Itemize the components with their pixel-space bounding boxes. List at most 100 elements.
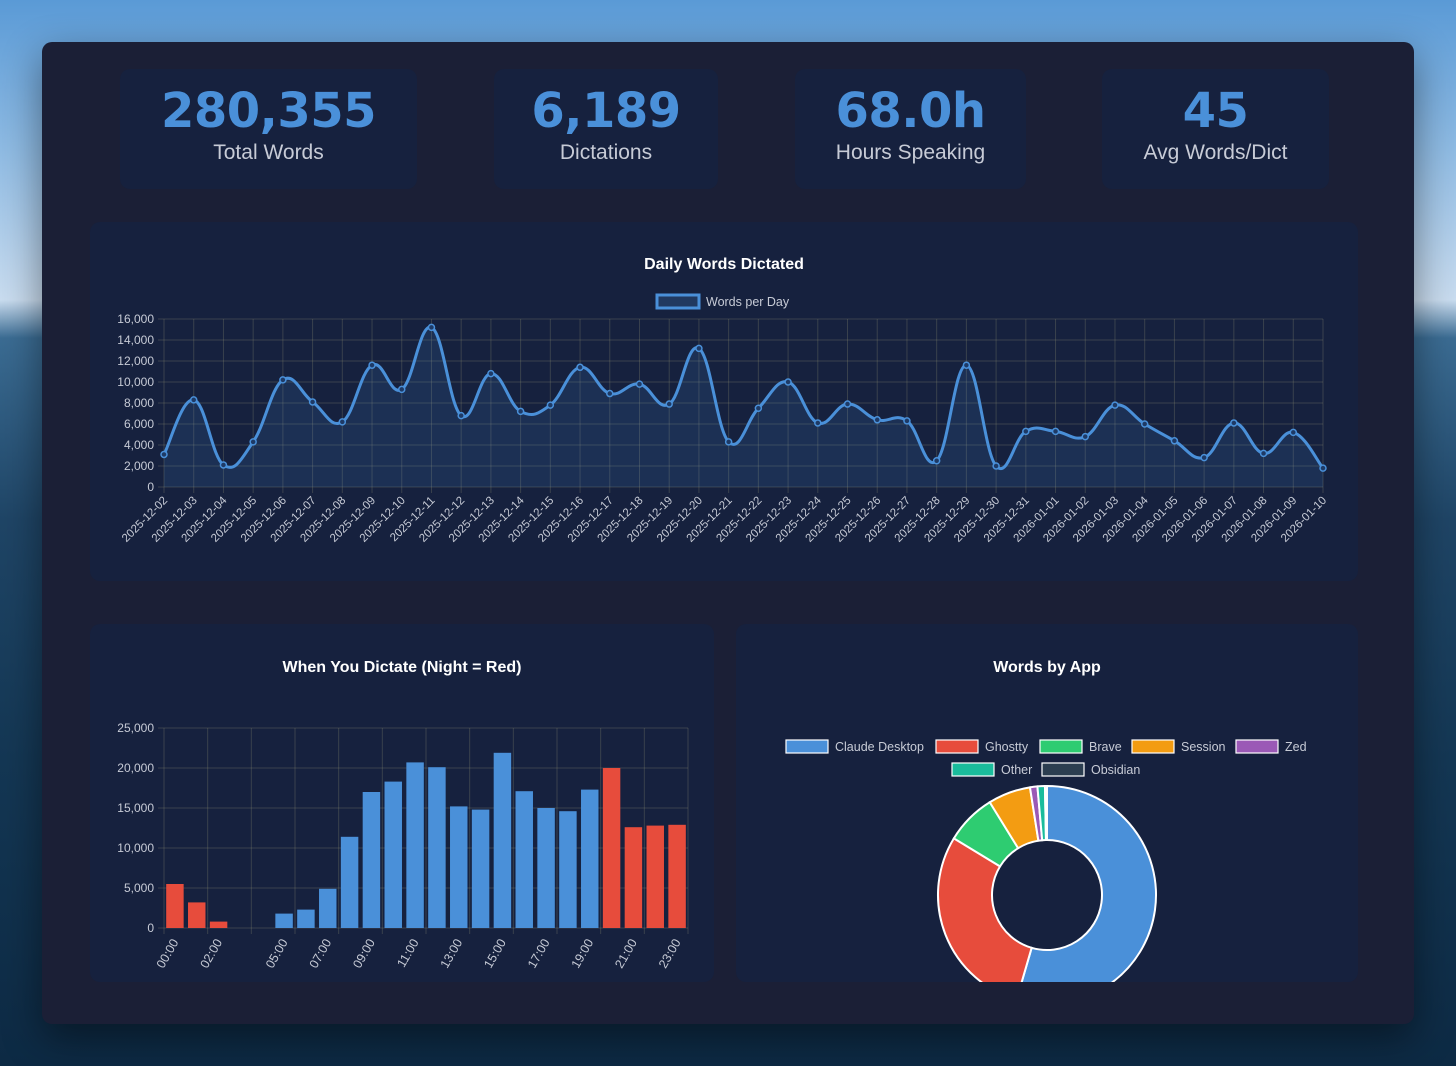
bar-hour-0200[interactable] <box>209 921 228 928</box>
y-tick-label: 4,000 <box>124 438 154 452</box>
bar-hour-0500[interactable] <box>275 913 293 928</box>
data-point[interactable] <box>338 418 347 426</box>
bar-hour-0700[interactable] <box>319 888 337 928</box>
data-point[interactable] <box>1051 427 1060 436</box>
bar-hour-1400[interactable] <box>471 809 490 928</box>
legend-label[interactable]: Brave <box>1089 740 1122 754</box>
data-point[interactable] <box>189 396 198 404</box>
bar-hour-1900[interactable] <box>581 789 599 928</box>
data-point[interactable] <box>903 417 911 425</box>
y-tick-label: 2,000 <box>124 459 154 473</box>
data-point[interactable] <box>606 389 614 398</box>
legend-swatch[interactable] <box>1041 762 1085 777</box>
x-tick-label: 17:00 <box>525 936 553 970</box>
data-point[interactable] <box>992 462 1000 470</box>
data-point[interactable] <box>1111 401 1119 409</box>
bar-hour-0800[interactable] <box>340 836 359 928</box>
data-point[interactable] <box>308 398 317 406</box>
data-point[interactable] <box>843 400 852 408</box>
bar-hour-1500[interactable] <box>493 752 512 928</box>
data-point[interactable] <box>1259 449 1268 458</box>
data-point[interactable] <box>1081 432 1090 441</box>
x-tick-label: 07:00 <box>307 936 335 970</box>
data-point[interactable] <box>487 369 495 378</box>
chart-title: Daily Words Dictated <box>644 256 804 273</box>
bar-hour-1800[interactable] <box>559 811 577 928</box>
legend-label[interactable]: Words per Day <box>706 295 790 309</box>
bar-hour-0600[interactable] <box>297 909 315 928</box>
bar-hour-0900[interactable] <box>362 792 381 928</box>
data-point[interactable] <box>219 461 228 469</box>
y-tick-label: 20,000 <box>117 761 154 775</box>
legend-swatch[interactable] <box>1131 739 1175 754</box>
bar-hour-0100[interactable] <box>188 902 206 928</box>
data-point[interactable] <box>279 376 287 384</box>
data-point[interactable] <box>635 380 644 388</box>
legend-swatch[interactable] <box>785 739 829 754</box>
data-point[interactable] <box>1289 428 1298 437</box>
bar-hour-2100[interactable] <box>624 827 643 928</box>
bar-hour-1700[interactable] <box>537 808 555 928</box>
data-point[interactable] <box>873 416 881 424</box>
legend-label[interactable]: Ghostty <box>985 740 1029 754</box>
data-point[interactable] <box>1319 464 1327 472</box>
hourly-card: When You Dictate (Night = Red) 0 5,000 10,… <box>90 624 714 982</box>
data-point[interactable] <box>249 438 257 446</box>
bar-hour-2200[interactable] <box>646 825 664 928</box>
slice-ghostty[interactable] <box>937 836 1033 1001</box>
data-point[interactable] <box>1022 427 1030 436</box>
legend-swatch[interactable] <box>951 762 995 777</box>
bar-hour-1000[interactable] <box>384 781 402 928</box>
bar-hour-2000[interactable] <box>602 768 621 928</box>
legend-swatch[interactable] <box>935 739 979 754</box>
stat-label: Hours Speaking <box>835 141 986 164</box>
data-point[interactable] <box>1230 419 1238 427</box>
data-point[interactable] <box>814 419 822 427</box>
data-point[interactable] <box>457 411 465 420</box>
data-point[interactable] <box>368 361 376 369</box>
data-point[interactable] <box>695 344 703 353</box>
legend-label[interactable]: Zed <box>1285 740 1307 754</box>
y-tick-label: 10,000 <box>117 841 154 855</box>
data-point[interactable] <box>160 450 168 459</box>
bar-hour-1100[interactable] <box>406 762 424 928</box>
legend-label[interactable]: Other <box>1001 763 1032 777</box>
slice-obsidian[interactable] <box>1043 784 1048 842</box>
hourly-chart: When You Dictate (Night = Red) 0 5,000 10,… <box>117 659 689 971</box>
data-point[interactable] <box>932 457 941 465</box>
legend-label[interactable]: Obsidian <box>1091 763 1140 777</box>
data-point[interactable] <box>546 401 555 409</box>
data-point[interactable] <box>962 361 971 369</box>
data-point[interactable] <box>784 378 792 386</box>
legend-swatch[interactable] <box>1235 739 1279 754</box>
stat-label: Total Words <box>213 141 324 164</box>
data-point[interactable] <box>1170 437 1179 445</box>
bar-hour-1200[interactable] <box>428 767 446 928</box>
data-point[interactable] <box>665 400 673 408</box>
bar-hour-1600[interactable] <box>515 791 533 928</box>
legend-swatch[interactable] <box>1039 739 1083 754</box>
stat-label: Dictations <box>559 141 653 164</box>
data-point[interactable] <box>576 363 584 372</box>
y-tick-label: 8,000 <box>124 396 154 410</box>
legend-swatch[interactable] <box>655 293 701 310</box>
bar-hour-0000[interactable] <box>166 884 184 928</box>
x-tick-label: 05:00 <box>263 936 291 970</box>
data-point[interactable] <box>1200 453 1208 462</box>
legend-label[interactable]: Claude Desktop <box>835 740 924 754</box>
data-point[interactable] <box>1140 420 1149 428</box>
bar-hour-2300[interactable] <box>668 824 686 928</box>
data-point[interactable] <box>516 407 525 416</box>
legend-label[interactable]: Session <box>1181 740 1226 754</box>
data-point[interactable] <box>397 385 406 394</box>
x-tick-label: 23:00 <box>656 936 684 970</box>
bar-hour-1300[interactable] <box>450 806 468 928</box>
data-point[interactable] <box>724 438 733 446</box>
data-point[interactable] <box>754 404 763 412</box>
stat-value: 45 <box>1182 83 1249 139</box>
data-point[interactable] <box>427 323 436 332</box>
dashboard-window: 280,355 Total Words 6,189 Dictations 68.… <box>42 42 1414 1024</box>
x-tick-label: 09:00 <box>350 936 378 970</box>
y-tick-label: 25,000 <box>117 721 154 735</box>
x-tick-label: 15:00 <box>481 936 509 970</box>
